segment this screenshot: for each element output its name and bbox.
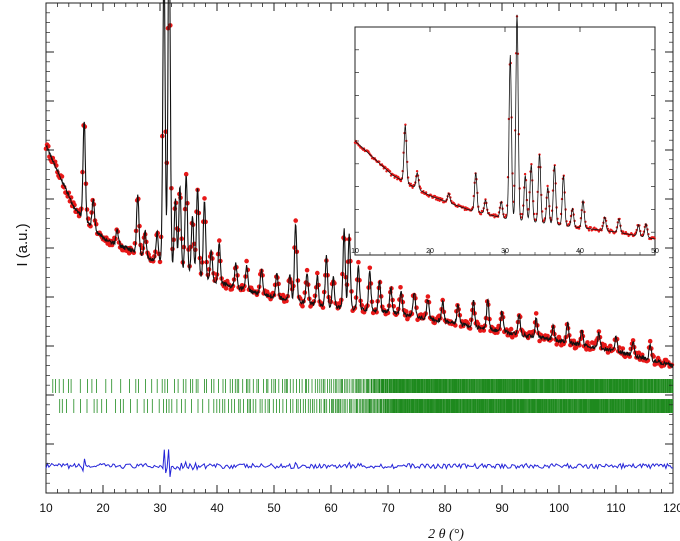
inset-observed-point	[399, 179, 403, 183]
observed-point	[647, 338, 653, 344]
difference-line	[45, 449, 674, 477]
observed-point	[293, 218, 299, 223]
inset-observed-point	[593, 226, 596, 229]
inset-observed-point	[415, 170, 419, 173]
observed-point	[440, 297, 446, 303]
x-tick-label: 80	[438, 501, 452, 515]
inset-observed-point	[433, 195, 437, 198]
inset-observed-point	[479, 213, 483, 216]
observed-point	[367, 265, 373, 271]
observed-point	[596, 329, 602, 334]
x-tick-label: 60	[324, 501, 338, 515]
x-tick-label: 40	[210, 501, 224, 515]
observed-point	[620, 346, 626, 351]
inset-x-tick-label: 40	[576, 248, 584, 255]
inset-observed-point	[577, 227, 581, 230]
observed-point	[425, 294, 431, 299]
inset-frame	[354, 26, 656, 256]
observed-point	[545, 333, 550, 339]
observed-point	[608, 343, 613, 349]
inset-observed-point	[438, 199, 441, 202]
inset-observed-point	[436, 198, 439, 202]
observed-point	[418, 312, 424, 317]
inset-x-tick-label: 10	[351, 248, 359, 255]
calculated-profile-line	[45, 0, 674, 369]
y-axis-label: I (a.u.)	[14, 223, 31, 266]
observed-point	[414, 305, 419, 311]
x-tick-label: 70	[381, 501, 395, 515]
observed-point	[157, 259, 163, 265]
observed-point	[533, 311, 539, 316]
x-tick-label: 110	[606, 501, 625, 515]
inset-observed-point	[439, 197, 442, 200]
inset-observed-point	[404, 123, 407, 126]
observed-point	[223, 286, 229, 291]
x-tick-label: 100	[549, 501, 569, 515]
observed-point	[315, 270, 320, 276]
inset-observed-point	[530, 163, 533, 166]
observed-point	[630, 338, 636, 343]
inset-x-tick-label: 30	[501, 248, 509, 255]
x-tick-label: 90	[495, 501, 509, 515]
observed-point	[403, 309, 409, 314]
observed-point	[508, 326, 514, 332]
inset-observed-point	[587, 229, 591, 232]
observed-point	[300, 303, 305, 309]
inset-observed-point	[608, 231, 611, 234]
inset-x-tick-label: 50	[651, 248, 659, 255]
reflection-ticks-1	[52, 379, 674, 393]
x-tick-label: 50	[267, 501, 281, 515]
observed-point	[202, 196, 207, 201]
inset-observed-point	[504, 215, 507, 218]
inset-observed-point	[546, 184, 549, 188]
observed-point	[244, 258, 249, 264]
inset-observed-point	[493, 216, 496, 219]
inset-observed-point	[589, 226, 592, 229]
observed-point	[636, 350, 642, 356]
observed-point	[217, 238, 222, 243]
inset-x-tick-label: 20	[426, 248, 434, 255]
x-axis-label: 2 θ (°)	[428, 527, 464, 541]
inset-observed-point	[411, 186, 414, 189]
x-tick-label: 20	[96, 501, 110, 515]
x-tick-label: 30	[153, 501, 167, 515]
inset-observed-point	[463, 208, 466, 212]
inset-observed-point	[393, 176, 396, 179]
inset-observed-point	[492, 213, 495, 216]
observed-point	[280, 292, 286, 298]
observed-point	[132, 241, 138, 246]
x-tick-label: 120	[663, 501, 680, 515]
observed-point	[584, 347, 589, 352]
x-tick-label: 10	[39, 501, 53, 515]
inset-calculated-line	[354, 14, 655, 240]
observed-point	[183, 171, 189, 177]
observed-point	[481, 328, 487, 333]
reflection-ticks-2	[59, 399, 674, 413]
inset-observed-point	[622, 230, 625, 233]
inset-observed-point	[624, 231, 628, 234]
observed-point	[398, 285, 403, 290]
inset-observed-point	[434, 198, 438, 201]
inset-observed-point	[523, 172, 527, 176]
observed-point	[356, 259, 361, 265]
observed-point	[304, 267, 310, 273]
